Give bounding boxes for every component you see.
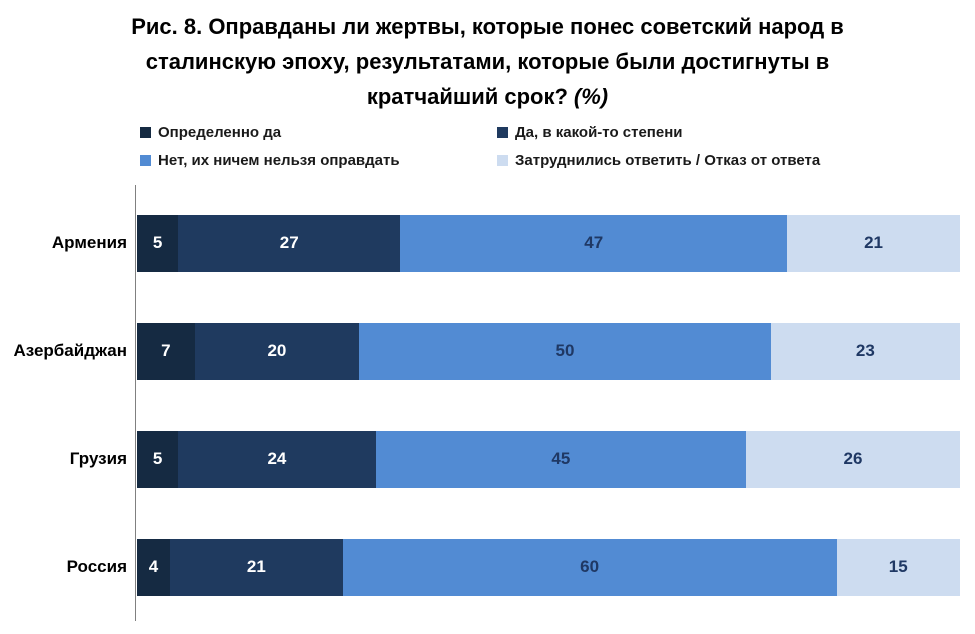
category-label: Азербайджан [13, 341, 127, 361]
stacked-bar: 4 21 60 15 [137, 538, 960, 596]
plot-rows: Армения 5 27 47 21 Азербайджан 7 20 50 23 Грузия 5 2… [0, 189, 960, 621]
category-label: Армения [51, 233, 127, 253]
bar-segment-4: 21 [787, 214, 960, 272]
value-label: 45 [551, 449, 571, 468]
legend-item-yes-to-some-extent: Да, в какой-то степени [497, 124, 975, 141]
bar-segment-1: 5 [137, 214, 179, 272]
value-label: 21 [246, 557, 266, 576]
bar-segment-2: 20 [194, 322, 360, 380]
bar-segment-2: 24 [178, 430, 376, 488]
legend-swatch-icon [140, 155, 151, 166]
vertical-axis-line [135, 185, 136, 621]
chart-row: Азербайджан 7 20 50 23 [0, 297, 960, 405]
chart-row: Грузия 5 24 45 26 [0, 405, 960, 513]
legend-swatch-icon [140, 127, 151, 138]
value-label: 4 [148, 557, 159, 576]
bar-segment-1: 5 [137, 430, 179, 488]
legend-label: Нет, их ничем нельзя оправдать [158, 152, 400, 169]
bar-segment-2: 27 [178, 214, 401, 272]
category-label: Россия [66, 557, 127, 577]
bar-segment-4: 23 [770, 322, 960, 380]
value-label: 5 [152, 233, 163, 252]
legend-item-definitely-yes: Определенно да [140, 124, 497, 141]
value-label: 15 [888, 557, 908, 576]
value-label: 50 [555, 341, 575, 360]
legend-label: Определенно да [158, 124, 282, 141]
plot-area: Армения 5 27 47 21 Азербайджан 7 20 50 23 Грузия 5 2… [0, 185, 960, 621]
category-label: Грузия [69, 449, 127, 469]
stacked-bar: 5 27 47 21 [137, 214, 960, 272]
bar-segment-1: 4 [137, 538, 170, 596]
value-label: 60 [580, 557, 600, 576]
bar-segment-3: 50 [359, 322, 771, 380]
chart-legend: Определенно да Да, в какой-то степени Не… [140, 124, 975, 169]
chart-title-percent-note: (%) [573, 84, 609, 109]
bar-segment-4: 15 [836, 538, 960, 596]
value-label: 24 [267, 449, 287, 468]
bar-segment-3: 47 [400, 214, 788, 272]
legend-label: Затруднились ответить / Отказ от ответа [515, 152, 821, 169]
bar-segment-1: 7 [137, 322, 195, 380]
legend-item-no-cannot-be-justified: Нет, их ничем нельзя оправдать [140, 152, 497, 169]
bar-segment-2: 21 [169, 538, 343, 596]
value-label: 5 [152, 449, 163, 468]
legend-swatch-icon [497, 155, 508, 166]
value-label: 21 [864, 233, 884, 252]
value-label: 23 [855, 341, 875, 360]
chart-row: Армения 5 27 47 21 [0, 189, 960, 297]
chart-row: Россия 4 21 60 15 [0, 513, 960, 621]
stacked-bar: 5 24 45 26 [137, 430, 960, 488]
value-label: 47 [584, 233, 604, 252]
bar-segment-4: 26 [746, 430, 960, 488]
chart-title: Рис. 8. Оправданы ли жертвы, которые пон… [88, 0, 888, 114]
bar-segment-3: 45 [375, 430, 746, 488]
value-label: 27 [279, 233, 299, 252]
value-label: 26 [843, 449, 863, 468]
value-label: 7 [161, 341, 171, 360]
legend-swatch-icon [497, 127, 508, 138]
bar-segment-3: 60 [342, 538, 837, 596]
value-label: 20 [267, 341, 287, 360]
stacked-bar: 7 20 50 23 [137, 322, 960, 380]
chart-title-text: Рис. 8. Оправданы ли жертвы, которые пон… [131, 14, 844, 109]
legend-label: Да, в какой-то степени [515, 124, 683, 141]
legend-item-difficult-to-answer: Затруднились ответить / Отказ от ответа [497, 152, 975, 169]
